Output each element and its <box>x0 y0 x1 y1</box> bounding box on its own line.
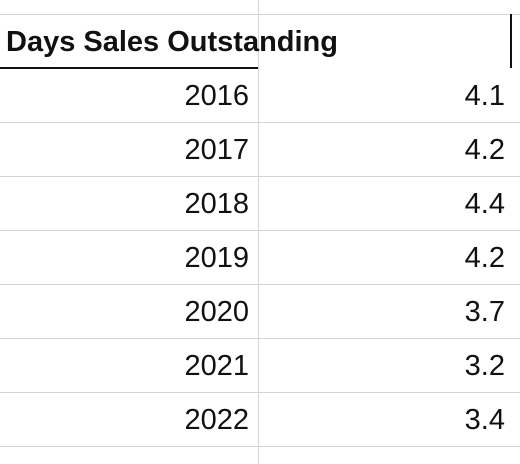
year-cell: 2022 <box>184 404 249 436</box>
year-cell: 2016 <box>184 80 249 112</box>
value-cell: 3.7 <box>464 296 505 328</box>
value-cell: 3.2 <box>464 350 505 382</box>
table-title: Days Sales Outstanding <box>6 26 338 58</box>
value-cell: 4.1 <box>464 80 505 112</box>
year-cell: 2021 <box>184 350 249 382</box>
year-cell: 2017 <box>184 134 249 166</box>
row-line <box>0 122 520 123</box>
year-cell: 2019 <box>184 242 249 274</box>
year-cell: 2018 <box>184 188 249 220</box>
row-line <box>0 392 520 393</box>
title-border <box>0 67 258 69</box>
value-cell: 4.2 <box>464 134 505 166</box>
row-line <box>0 14 520 15</box>
cell-border <box>510 14 512 68</box>
value-cell: 4.2 <box>464 242 505 274</box>
column-divider <box>258 0 259 464</box>
row-line <box>0 230 520 231</box>
value-cell: 4.4 <box>464 188 505 220</box>
value-cell: 3.4 <box>464 404 505 436</box>
year-cell: 2020 <box>184 296 249 328</box>
row-line <box>0 446 520 447</box>
row-line <box>0 338 520 339</box>
row-line <box>0 176 520 177</box>
row-line <box>0 284 520 285</box>
